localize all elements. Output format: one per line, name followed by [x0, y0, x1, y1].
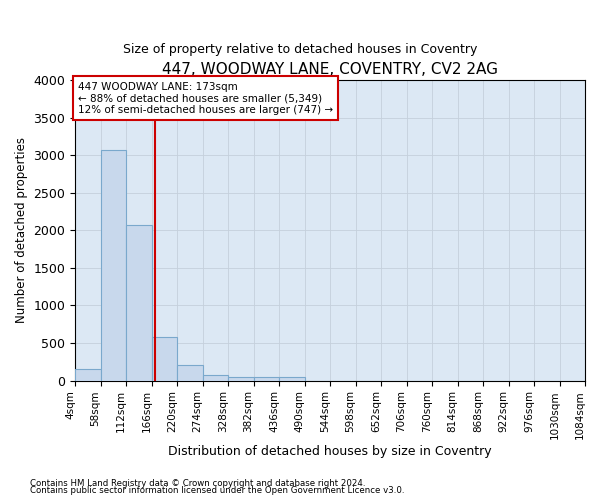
X-axis label: Distribution of detached houses by size in Coventry: Distribution of detached houses by size …: [168, 444, 492, 458]
Bar: [203, 375, 228, 380]
Text: Size of property relative to detached houses in Coventry: Size of property relative to detached ho…: [123, 42, 477, 56]
Bar: [152, 338, 177, 380]
Bar: [101, 150, 126, 380]
Text: Contains HM Land Registry data © Crown copyright and database right 2024.: Contains HM Land Registry data © Crown c…: [30, 478, 365, 488]
Text: 447 WOODWAY LANE: 173sqm
← 88% of detached houses are smaller (5,349)
12% of sem: 447 WOODWAY LANE: 173sqm ← 88% of detach…: [78, 82, 333, 115]
Bar: [75, 370, 101, 380]
Title: 447, WOODWAY LANE, COVENTRY, CV2 2AG: 447, WOODWAY LANE, COVENTRY, CV2 2AG: [162, 62, 498, 78]
Bar: [126, 224, 152, 380]
Bar: [228, 377, 254, 380]
Bar: [254, 377, 279, 380]
Bar: [177, 365, 203, 380]
Text: Contains public sector information licensed under the Open Government Licence v3: Contains public sector information licen…: [30, 486, 404, 495]
Bar: [279, 377, 305, 380]
Y-axis label: Number of detached properties: Number of detached properties: [15, 138, 28, 324]
